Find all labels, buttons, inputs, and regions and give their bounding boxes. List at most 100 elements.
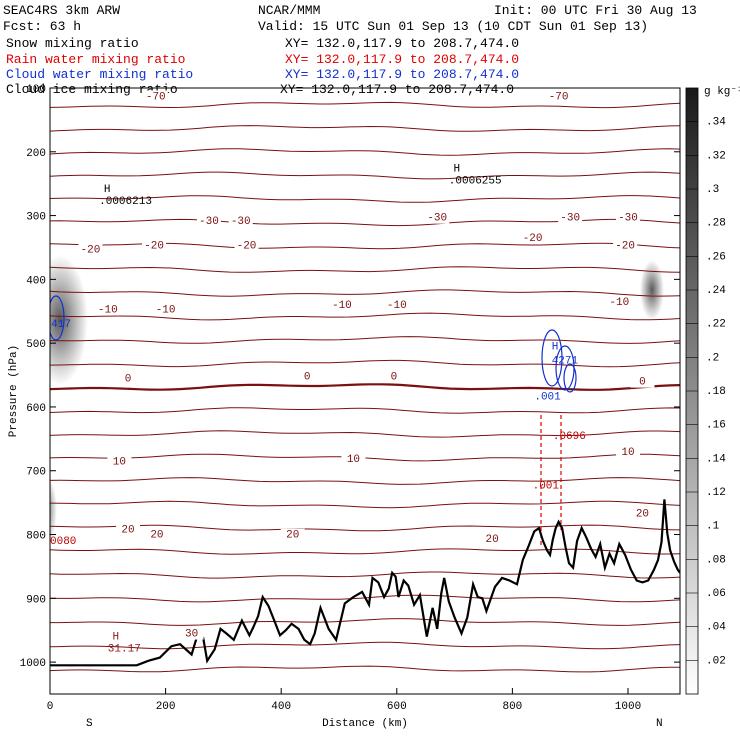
temp-label-bg-28 bbox=[615, 445, 640, 458]
temp-label-23: 0 bbox=[304, 372, 311, 384]
isotherm-2 bbox=[50, 148, 680, 156]
temp-label-bg-8 bbox=[228, 214, 253, 227]
colorbar-tick-label-5: .24 bbox=[706, 285, 726, 297]
colorbar-tick-label-12: .1 bbox=[706, 521, 720, 533]
temp-label-bg-19 bbox=[329, 299, 354, 312]
colorbar-tick-label-13: .08 bbox=[706, 554, 726, 566]
isotherm-lines bbox=[50, 101, 680, 673]
temp-label-bg-15 bbox=[520, 232, 545, 245]
colorbar-tick-label-4: .26 bbox=[706, 251, 726, 263]
extremum-value-0: .0006213 bbox=[99, 196, 152, 208]
isotherm-8 bbox=[50, 289, 680, 297]
temp-label-28: 10 bbox=[621, 447, 634, 459]
x-tick-label-2: 400 bbox=[271, 701, 291, 713]
colorbar-tick-label-16: .02 bbox=[706, 655, 726, 667]
temp-label-12: -20 bbox=[81, 245, 101, 257]
temperature-labels: -73.09-70-73.77 -73.55 -74.19-70-73.91-30-… bbox=[78, 88, 655, 641]
isotherm-1 bbox=[50, 125, 680, 132]
temp-label-bg-5 bbox=[546, 90, 571, 103]
y-tick-label-0: 100 bbox=[26, 84, 46, 96]
y-tick-label-2: 300 bbox=[26, 212, 46, 224]
temp-label-15: -20 bbox=[523, 233, 543, 245]
isotherm-5 bbox=[50, 218, 680, 227]
colorbar-tick-label-11: .12 bbox=[706, 487, 726, 499]
temp-label-14: -20 bbox=[237, 241, 257, 253]
cloud-contour-3 bbox=[563, 363, 577, 393]
cloud-contour-1 bbox=[541, 329, 563, 387]
x-tick-label-5: 1000 bbox=[615, 701, 641, 713]
temp-label-bg-10 bbox=[558, 211, 583, 224]
temp-label-bg-7 bbox=[196, 214, 221, 227]
extremum-type-2: H bbox=[112, 631, 119, 643]
extremum-value-3: 0080 bbox=[50, 536, 76, 548]
temp-label-bg-26 bbox=[107, 455, 132, 468]
isotherm-3 bbox=[50, 171, 680, 180]
field-cloudwater-name: Cloud water mixing ratio bbox=[6, 67, 193, 82]
temp-label-30: 20 bbox=[150, 530, 163, 542]
y-axis-title: Pressure (hPa) bbox=[8, 345, 20, 437]
temp-label-9: -30 bbox=[427, 213, 447, 225]
colorbar-tick-label-6: .22 bbox=[706, 319, 726, 331]
temp-label-bg-20 bbox=[384, 299, 409, 312]
end-label-left: S bbox=[86, 718, 93, 730]
colorbar-tick-label-14: .06 bbox=[706, 588, 726, 600]
colorbar-tick-label-0: .34 bbox=[706, 117, 726, 129]
field-cloudice-xy: XY= 132.0,117.9 to 208.7,474.0 bbox=[280, 82, 514, 97]
cloud-label-2: 4271 bbox=[552, 356, 579, 368]
x-tick-label-3: 600 bbox=[387, 701, 407, 713]
temp-label-bg-29 bbox=[116, 523, 141, 536]
isotherm-0 bbox=[50, 101, 680, 109]
temp-label-33: 20 bbox=[636, 509, 649, 521]
plot-area: -73.09-70-73.77 -73.55 -74.19-70-73.91-30-… bbox=[50, 88, 680, 673]
temp-label-27: 10 bbox=[347, 454, 360, 466]
isotherm-13 bbox=[50, 407, 680, 414]
y-tick-label-5: 600 bbox=[26, 403, 46, 415]
isotherm-7 bbox=[50, 266, 680, 273]
extremum-type-1: H bbox=[454, 164, 461, 176]
colorbar-tick-label-7: .2 bbox=[706, 352, 719, 364]
terrain-line bbox=[50, 499, 680, 667]
temp-label-21: -10 bbox=[609, 297, 629, 309]
temp-label-25: 0 bbox=[639, 377, 646, 389]
mixing-ratio-shading bbox=[50, 255, 664, 542]
field-rain-xy: XY= 132.0,117.9 to 208.7,474.0 bbox=[285, 52, 519, 67]
y-tick-label-1: 200 bbox=[26, 148, 46, 160]
temp-label-34: 30 bbox=[185, 629, 198, 641]
cloud-label-1: H bbox=[552, 342, 559, 354]
temp-label-bg-31 bbox=[280, 528, 305, 541]
temp-label-24: 0 bbox=[391, 372, 398, 384]
temp-label-bg-30 bbox=[144, 528, 169, 541]
temp-label-8: -30 bbox=[231, 216, 251, 228]
cloud-label-5: .001 bbox=[533, 481, 560, 493]
isotherm-22 bbox=[50, 618, 680, 626]
temp-label-bg-22 bbox=[116, 372, 141, 385]
cloud-label-3: .001 bbox=[534, 391, 561, 403]
temp-label-bg-13 bbox=[142, 239, 167, 252]
isotherm-14 bbox=[50, 430, 680, 438]
rain-water-contours bbox=[540, 415, 562, 548]
y-tick-label-9: 1000 bbox=[20, 658, 46, 670]
isotherm-23 bbox=[50, 641, 680, 650]
colorbar-tick-label-3: .28 bbox=[706, 218, 726, 230]
temp-label-bg-27 bbox=[341, 452, 366, 465]
temp-label-bg-17 bbox=[95, 303, 120, 316]
temp-label-22: 0 bbox=[125, 373, 132, 385]
temp-label-bg-12 bbox=[78, 243, 103, 256]
colorbar-tick-label-1: .32 bbox=[706, 150, 726, 162]
isotherm-18 bbox=[50, 524, 680, 532]
temp-label-bg-32 bbox=[480, 533, 505, 546]
temp-label-bg-18 bbox=[153, 303, 178, 316]
temp-label-bg-24 bbox=[381, 370, 406, 383]
temp-label-19: -10 bbox=[332, 300, 352, 312]
colorbar: g kg⁻¹ .34 .32 .3 .28 .26 .24 .22 .2 .18 .16 .14 .1… bbox=[685, 86, 740, 695]
colorbar-tick-label-2: .3 bbox=[706, 184, 719, 196]
isotherm-17 bbox=[50, 500, 680, 509]
extremum-value-1: .0006255 bbox=[449, 176, 502, 188]
field-cloudice-name: Cloud ice mixing ratio bbox=[6, 82, 178, 97]
extremum-type-0: H bbox=[104, 184, 111, 196]
temp-label-1: -70 bbox=[146, 91, 166, 103]
isotherm-19 bbox=[50, 548, 680, 555]
